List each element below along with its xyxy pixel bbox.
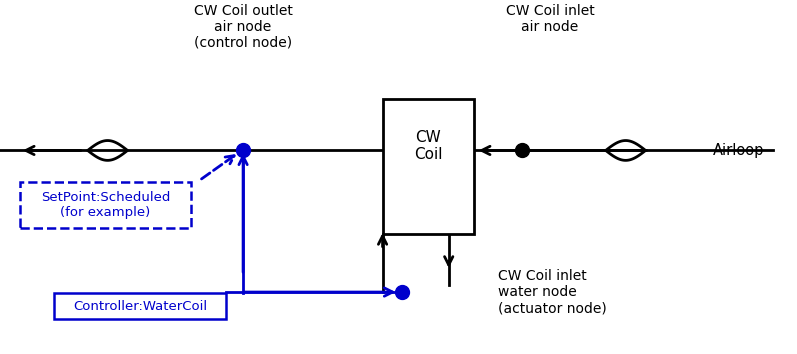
Text: CW Coil inlet
water node
(actuator node): CW Coil inlet water node (actuator node) (498, 269, 607, 315)
Text: Airloop: Airloop (713, 143, 764, 158)
Bar (20, 182, 191, 228)
Bar (54, 293, 226, 319)
Text: Controller:WaterCoil: Controller:WaterCoil (73, 299, 207, 313)
Text: SetPoint:Scheduled
(for example): SetPoint:Scheduled (for example) (41, 191, 171, 219)
Text: CW Coil outlet
air node
(control node): CW Coil outlet air node (control node) (194, 4, 292, 50)
Text: CW
Coil: CW Coil (414, 130, 442, 162)
Text: CW Coil inlet
air node: CW Coil inlet air node (505, 4, 595, 34)
Bar (383, 99, 474, 234)
